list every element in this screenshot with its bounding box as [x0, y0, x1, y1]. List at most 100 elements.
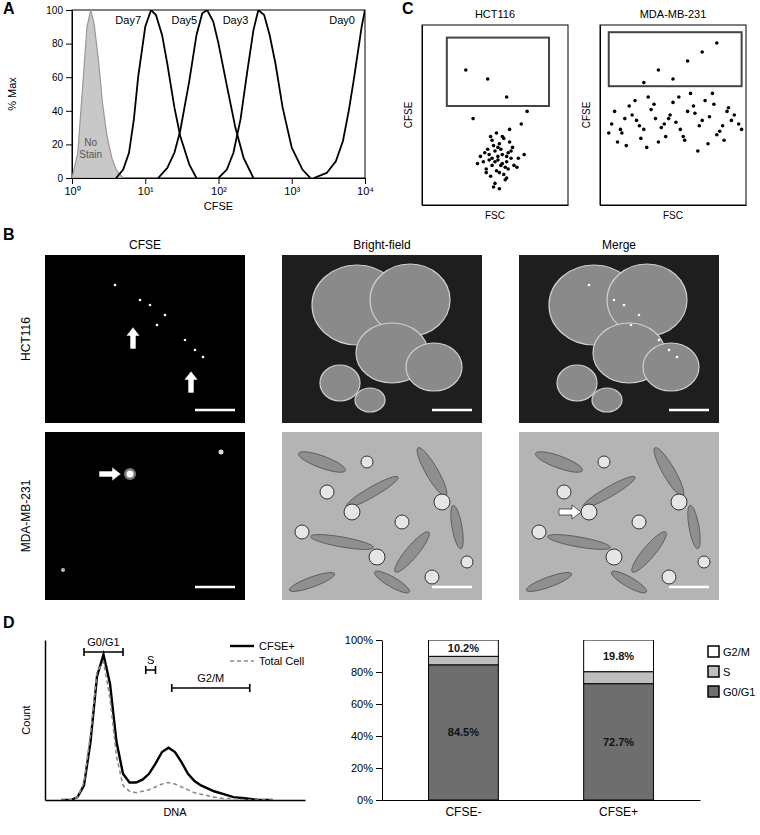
data-label: 10.2% — [448, 642, 479, 654]
point — [493, 160, 497, 164]
panel-label: C — [402, 0, 414, 17]
point — [733, 113, 737, 117]
point — [502, 137, 506, 141]
scale-bar — [669, 586, 709, 589]
tick-label: CFSE- — [445, 805, 481, 819]
series-label: Day0 — [329, 14, 355, 26]
cell — [632, 515, 646, 529]
fluorescent-spot — [61, 568, 65, 572]
point — [506, 167, 510, 171]
fluorescent-spot — [588, 284, 591, 287]
point — [509, 149, 513, 153]
image-background — [45, 255, 245, 423]
cell — [369, 549, 385, 565]
point — [679, 128, 683, 132]
range-label: G0/G1 — [87, 636, 119, 648]
marks — [429, 640, 654, 800]
point — [508, 140, 512, 144]
chart-title: MDA-MB-231 — [640, 8, 707, 20]
cell — [606, 549, 622, 565]
point — [635, 119, 639, 123]
axis — [46, 800, 306, 801]
point — [490, 164, 494, 168]
image-background — [519, 432, 719, 600]
point — [689, 92, 693, 96]
fluorescent-spot — [202, 356, 205, 359]
axis-title: FSC — [663, 210, 683, 221]
point — [630, 113, 634, 117]
fluorescent-spot — [127, 471, 134, 478]
image-background — [519, 255, 719, 423]
tick-label: 80 — [52, 38, 64, 49]
column-title: Merge — [602, 238, 636, 252]
point — [492, 144, 496, 148]
fluorescent-spot — [184, 339, 187, 342]
tick: 10² — [211, 178, 227, 197]
point — [703, 99, 707, 103]
cell — [434, 494, 450, 510]
point — [502, 173, 506, 177]
point — [495, 169, 499, 173]
panel-label: D — [3, 614, 15, 631]
image — [45, 255, 245, 423]
tick: 0% — [357, 794, 382, 806]
cell — [557, 485, 571, 499]
range-bracket — [146, 666, 156, 674]
colony — [592, 388, 622, 412]
line — [314, 10, 365, 178]
point — [623, 117, 627, 121]
data-label: 84.5% — [448, 726, 479, 738]
point — [712, 102, 716, 106]
point — [486, 77, 490, 81]
point — [489, 174, 493, 178]
point — [479, 155, 483, 159]
figure: A10⁰10¹10²10³10⁴020406080100NoStainDay7D… — [0, 0, 760, 835]
point — [711, 92, 715, 96]
marks — [61, 655, 272, 800]
point — [657, 68, 661, 72]
point — [519, 122, 523, 126]
point — [697, 124, 701, 128]
legend-swatch — [708, 646, 719, 657]
plot-frame — [422, 25, 568, 205]
fluorescent-spot — [124, 468, 136, 480]
point — [645, 146, 649, 150]
cell — [698, 556, 710, 568]
point — [671, 77, 675, 81]
legend-label: G2/M — [723, 646, 750, 658]
tick: 10³ — [284, 178, 300, 197]
cell — [532, 525, 546, 539]
axis-title: FSC — [485, 210, 505, 221]
legend-swatch — [708, 666, 719, 677]
axis-title: % Max — [6, 77, 18, 111]
chart-title: HCT116 — [475, 8, 515, 20]
point — [509, 156, 513, 160]
point — [483, 151, 487, 155]
point — [487, 153, 491, 157]
tick-mark — [365, 178, 366, 184]
tick: 80 — [52, 38, 72, 49]
colony — [557, 365, 597, 401]
point — [515, 165, 519, 169]
tick-mark — [376, 736, 382, 737]
cell — [361, 456, 373, 468]
point — [737, 122, 741, 126]
tick-mark — [72, 178, 73, 184]
range-bracket — [172, 684, 250, 692]
point — [668, 113, 672, 117]
point — [706, 142, 710, 146]
tick: 100% — [345, 634, 382, 646]
tick-mark — [376, 800, 382, 801]
point — [501, 153, 505, 157]
axis-title: Count — [20, 705, 32, 734]
cell — [310, 532, 375, 553]
cell — [662, 570, 676, 584]
point — [616, 140, 620, 144]
point — [499, 164, 503, 168]
point — [620, 131, 624, 135]
plot — [46, 641, 306, 801]
arrow — [99, 467, 121, 481]
fluorescent-spot — [164, 314, 167, 317]
point — [493, 149, 497, 153]
point — [633, 99, 637, 103]
